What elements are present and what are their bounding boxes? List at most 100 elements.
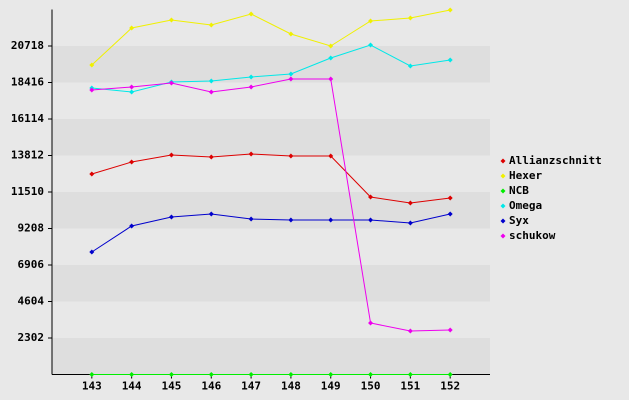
y-tick-label: 2302 [18, 331, 45, 344]
x-tick-label: 150 [361, 380, 381, 393]
point [89, 171, 95, 177]
legend-label: NCB [509, 184, 529, 197]
legend-marker [500, 188, 506, 194]
series-line [91, 78, 451, 332]
point [208, 372, 214, 377]
point [89, 87, 95, 93]
x-tick-label: 148 [281, 380, 301, 393]
point [288, 217, 294, 223]
y-tick-label: 20718 [11, 39, 44, 52]
point [208, 89, 214, 95]
point [407, 220, 413, 226]
series-line [91, 153, 451, 204]
legend-label: Allianzschnitt [509, 154, 602, 167]
point [328, 55, 334, 61]
legend-marker [500, 173, 506, 179]
point [208, 78, 214, 84]
point [89, 372, 95, 377]
point [447, 327, 453, 333]
x-tick-label: 143 [82, 380, 102, 393]
point [407, 200, 413, 206]
series-line [91, 44, 451, 93]
point [248, 372, 254, 377]
point [407, 372, 413, 377]
x-tick-label: 151 [400, 380, 420, 393]
point [248, 74, 254, 80]
point [368, 320, 374, 326]
point [248, 84, 254, 90]
x-tick-label: 149 [321, 380, 341, 393]
y-tick-label: 18416 [11, 76, 44, 89]
point [328, 217, 334, 223]
band [52, 119, 490, 156]
point [288, 76, 294, 82]
point [129, 223, 135, 229]
point [288, 71, 294, 77]
point [368, 217, 374, 223]
legend-label: schukow [509, 229, 556, 242]
band [52, 82, 490, 119]
y-tick-label: 13812 [11, 149, 44, 162]
point [447, 372, 453, 377]
point [208, 22, 214, 28]
band [52, 192, 490, 229]
point [248, 11, 254, 17]
point [129, 159, 135, 165]
point [447, 211, 453, 217]
point [328, 153, 334, 159]
point [168, 152, 174, 158]
y-tick-label: 11510 [11, 185, 44, 198]
point [328, 372, 334, 377]
point [208, 154, 214, 160]
point [368, 42, 374, 48]
point [328, 43, 334, 49]
point [368, 18, 374, 24]
band [52, 228, 490, 265]
point [368, 194, 374, 200]
y-tick-label: 4604 [18, 295, 45, 308]
x-tick-label: 147 [241, 380, 261, 393]
y-tick-label: 6906 [18, 258, 45, 271]
legend-marker [500, 233, 506, 239]
x-tick-label: 152 [440, 380, 460, 393]
legend-label: Syx [509, 214, 529, 227]
point [168, 372, 174, 377]
point [447, 57, 453, 63]
point [447, 7, 453, 13]
legend-label: Hexer [509, 169, 542, 182]
point [89, 249, 95, 255]
band [52, 265, 490, 302]
legend-marker [500, 158, 506, 164]
point [407, 15, 413, 21]
point [407, 63, 413, 69]
y-tick-label: 16114 [11, 112, 44, 125]
band [52, 338, 490, 375]
point [288, 153, 294, 159]
point [89, 62, 95, 68]
point [447, 195, 453, 201]
band [52, 301, 490, 338]
point [129, 25, 135, 31]
point [288, 31, 294, 37]
legend-marker [500, 203, 506, 209]
point [288, 372, 294, 377]
point [368, 372, 374, 377]
legend-label: Omega [509, 199, 542, 212]
point [168, 17, 174, 23]
x-tick-label: 145 [162, 380, 182, 393]
point [208, 211, 214, 217]
point [328, 76, 334, 82]
band [52, 9, 490, 46]
x-tick-label: 146 [201, 380, 221, 393]
point [129, 84, 135, 90]
x-tick-label: 144 [122, 380, 142, 393]
point [248, 151, 254, 157]
point [168, 214, 174, 220]
point [129, 372, 135, 377]
point [129, 89, 135, 95]
legend-marker [500, 218, 506, 224]
band [52, 46, 490, 83]
point [248, 216, 254, 222]
